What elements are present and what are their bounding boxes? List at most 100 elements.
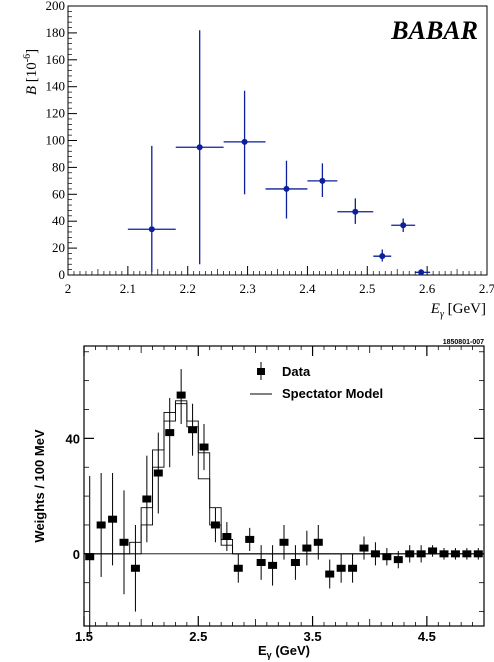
top-point-marker [148, 226, 155, 233]
bottom-point-marker [153, 469, 163, 477]
top-x-tick-label: 2.3 [239, 281, 255, 296]
bottom-data-point [473, 548, 483, 560]
top-x-tick-label: 2.1 [120, 281, 136, 296]
bottom-point-marker [428, 547, 438, 555]
top-y-tick-label: 0 [59, 267, 66, 282]
bottom-data-point [210, 507, 220, 543]
bottom-data-point [450, 548, 460, 560]
top-plot-frame [67, 5, 488, 276]
top-data-point [307, 163, 338, 197]
bottom-point-marker [416, 550, 426, 558]
bottom-data-point [153, 432, 163, 514]
bottom-data-point [85, 475, 95, 635]
bottom-point-marker [450, 550, 460, 558]
top-point-marker [379, 253, 386, 260]
bottom-data-point [142, 455, 152, 543]
bottom-point-marker [188, 426, 198, 434]
bottom-x-tick-label: 3.5 [304, 629, 322, 644]
top-y-tick-label: 80 [52, 159, 65, 174]
bottom-data-point [382, 548, 392, 566]
top-y-tick-label: 60 [52, 186, 65, 201]
bottom-point-marker [165, 429, 175, 437]
bottom-data-point [188, 403, 198, 456]
top-x-tick-label: 2.2 [180, 281, 196, 296]
bottom-point-marker [85, 553, 95, 561]
top-y-tick-label: 100 [46, 133, 66, 148]
top-ylabel-symbol: B [24, 86, 40, 95]
bottom-point-marker [370, 550, 380, 558]
bottom-point-marker [279, 538, 289, 546]
bottom-data-point [96, 473, 106, 577]
bottom-data-point [176, 369, 186, 424]
top-data-point [373, 249, 392, 262]
bottom-x-tick-label: 1.5 [75, 629, 93, 644]
bottom-x-axis-label: Eγ (GeV) [258, 643, 310, 660]
bottom-chart: 1850801-007 1.5 2.5 3.5 4.5 0 40 Data Spectat… [32, 339, 485, 660]
bottom-point-marker [382, 553, 392, 561]
bottom-data-point [119, 490, 129, 595]
bottom-xlabel-subscript: γ [267, 650, 272, 660]
top-y-tick-label: 160 [46, 52, 66, 67]
top-xlabel-symbol: E [430, 301, 440, 317]
bottom-y-tick-label: 40 [66, 431, 80, 446]
bottom-data-point [302, 530, 312, 566]
top-xlabel-subscript: γ [440, 309, 445, 320]
top-data-points [127, 30, 431, 276]
bottom-data-point [370, 542, 380, 566]
bottom-data-point [290, 545, 300, 580]
top-data-point [265, 160, 308, 219]
bottom-data-point [108, 473, 118, 566]
bottom-data-point [462, 548, 472, 560]
bottom-data-point [393, 550, 403, 569]
top-y-tick-label: 20 [52, 240, 65, 255]
bottom-point-marker [108, 515, 118, 523]
bottom-point-marker [313, 538, 323, 546]
top-x-tick-label: 2.4 [299, 281, 316, 296]
top-x-tick-label: 2 [65, 281, 72, 296]
bottom-y-axis-label: Weights / 100 MeV [32, 429, 47, 543]
legend: Data Spectator Model [250, 362, 383, 401]
bottom-x-tick-label: 2.5 [189, 629, 207, 644]
top-y-tick-label: 180 [46, 25, 66, 40]
top-point-marker [319, 177, 326, 184]
bottom-data-point [348, 553, 358, 583]
top-tick-labels: 2 2.1 2.2 2.3 2.4 2.5 2.6 2.7 0 20 40 60 80 100 120 140… [46, 0, 494, 296]
top-point-marker [400, 222, 407, 229]
top-data-point [175, 30, 224, 265]
top-x-tick-label: 2.6 [419, 281, 436, 296]
bottom-point-marker [348, 564, 358, 572]
top-point-marker [352, 208, 359, 215]
bottom-point-marker [199, 443, 209, 451]
bottom-data-points [85, 369, 483, 635]
bottom-data-point [222, 522, 232, 551]
top-point-marker [283, 185, 290, 192]
bottom-data-point [336, 553, 346, 583]
top-data-point [127, 145, 176, 273]
bottom-point-marker [233, 564, 243, 572]
bottom-point-marker [130, 564, 140, 572]
legend-model-label: Spectator Model [282, 386, 383, 401]
bottom-y-tick-label: 0 [73, 547, 80, 562]
bottom-point-marker [393, 556, 403, 564]
bottom-data-point [325, 559, 335, 589]
bottom-data-point [245, 527, 255, 551]
bottom-point-marker [210, 521, 220, 529]
bottom-point-marker [268, 561, 278, 569]
bottom-data-point [405, 545, 415, 563]
legend-data-label: Data [282, 364, 311, 379]
bottom-xlabel-symbol: E [258, 643, 267, 658]
bottom-data-point [256, 545, 266, 580]
top-y-tick-label: 200 [46, 0, 66, 13]
bottom-data-point [359, 536, 369, 560]
bottom-point-marker [462, 550, 472, 558]
bottom-point-marker [336, 564, 346, 572]
top-axis-ticks [67, 5, 488, 276]
bottom-x-tick-label: 4.5 [418, 629, 436, 644]
top-ylabel-close: ] [24, 49, 40, 54]
bottom-data-point [313, 524, 323, 560]
figure-id-label: 1850801-007 [443, 339, 484, 346]
bottom-point-marker [290, 558, 300, 566]
top-ylabel-unit: [10 [24, 62, 40, 82]
bottom-plot-frame [83, 345, 485, 627]
